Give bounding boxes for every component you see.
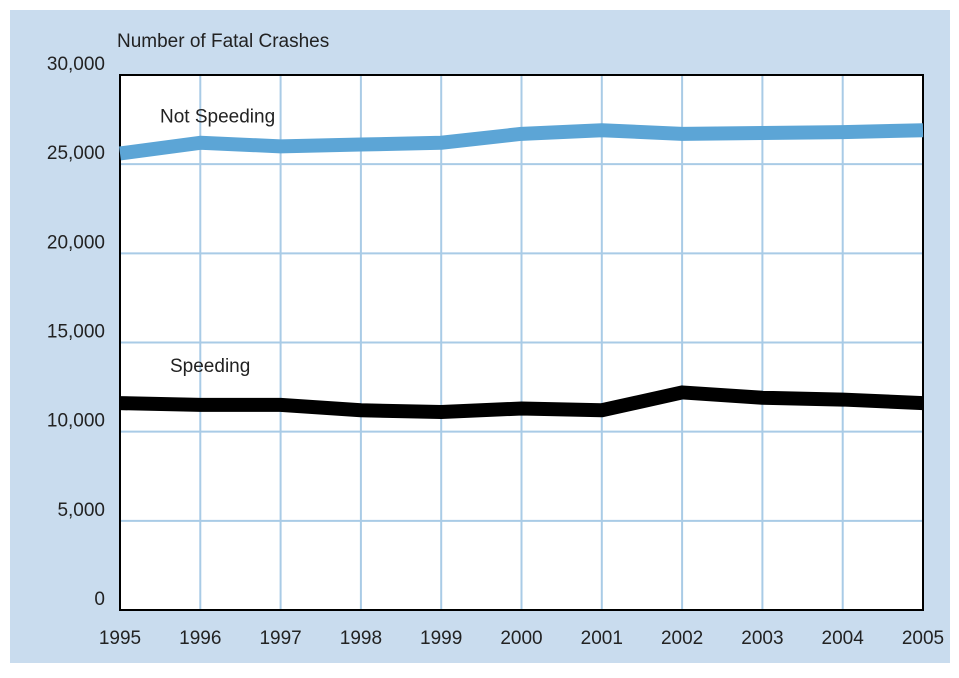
y-tick-label: 0 (94, 589, 105, 610)
x-tick-label: 1997 (259, 628, 301, 649)
x-tick-label: 1998 (340, 628, 382, 649)
y-tick-label: 15,000 (47, 322, 105, 343)
y-tick-label: 25,000 (47, 143, 105, 164)
series-label: Not Speeding (160, 106, 275, 127)
y-tick-label: 10,000 (47, 411, 105, 432)
series-line (119, 385, 924, 420)
x-tick-label: 1996 (179, 628, 221, 649)
x-tick-label: 1995 (99, 628, 141, 649)
y-tick-label: 5,000 (57, 500, 105, 521)
y-tick-label: 30,000 (47, 54, 105, 75)
plot-frame (119, 74, 924, 611)
x-tick-label: 2003 (741, 628, 783, 649)
x-tick-label: 2000 (500, 628, 542, 649)
series-line (119, 123, 924, 161)
x-tick-label: 1999 (420, 628, 462, 649)
y-axis-label: Number of Fatal Crashes (117, 31, 329, 52)
y-tick-label: 20,000 (47, 232, 105, 253)
series-label: Speeding (170, 356, 250, 377)
x-tick-label: 2002 (661, 628, 703, 649)
x-tick-label: 2005 (902, 628, 944, 649)
x-tick-label: 2004 (822, 628, 865, 649)
x-tick-label: 2001 (581, 628, 623, 649)
